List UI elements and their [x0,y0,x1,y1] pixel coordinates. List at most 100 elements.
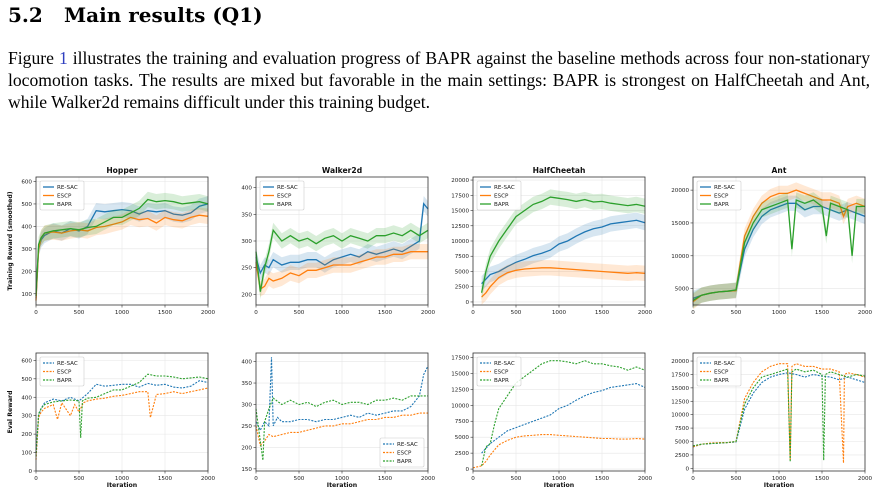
x-tick-label: 500 [294,310,305,316]
x-axis-label: Iteration [764,482,794,489]
y-tick-label: 15000 [671,386,689,392]
legend-box [476,356,522,387]
y-tick-label: 17500 [671,372,689,378]
x-tick-label: 1000 [772,310,787,316]
legend: RE-SAC ESCP BAPR [39,180,85,211]
y-tick-label: 2500 [675,453,690,459]
legend-label: BAPR [397,459,412,465]
x-tick-label: 1500 [158,476,173,482]
series-line-re-sac [255,357,429,432]
series-line-escp [255,412,428,447]
y-tick-label: 5000 [675,440,690,446]
x-tick-label: 2000 [858,310,873,316]
series-line-bapr [692,199,865,301]
y-tick-label: 500 [21,377,32,383]
series-line-escp [255,251,428,291]
subplot-walker2d: 0 500 1000 1500 2000 200 250 300 350 400 Walker2d R… [241,166,435,316]
y-tick-label: 10000 [671,254,689,260]
legend-label: ESCP [397,451,412,457]
paragraph-text-before-ref: Figure [8,48,59,68]
series-line-re-sac [481,383,646,454]
series-band-escp [36,207,208,309]
subplot-title: Hopper [106,166,138,175]
x-tick-label: 2000 [421,476,436,482]
legend-label: ESCP [494,194,509,200]
y-tick-label: 10000 [451,239,469,245]
x-tick-label: 1500 [378,310,393,316]
y-tick-label: 10000 [451,403,469,409]
legend-label: ESCP [57,370,72,376]
legend-label: RE-SAC [494,361,515,367]
x-tick-label: 500 [731,310,742,316]
y-tick-label: 0 [685,466,689,472]
x-tick-label: 0 [691,310,695,316]
legend-label: RE-SAC [714,185,735,191]
legend-box [696,180,742,211]
legend-label: BAPR [57,202,72,208]
subplot-eval-4: 0 500 1000 1500 2000025005000750010000125001… [671,352,873,489]
series-line-escp [35,387,209,460]
x-tick-label: 500 [74,310,85,316]
legend-box [696,356,742,387]
y-tick-label: 400 [241,360,252,366]
legend: RE-SAC ESCP BAPR [476,180,522,211]
y-tick-label: 0 [28,469,32,475]
x-tick-label: 500 [74,476,85,482]
x-tick-label: 1500 [815,310,830,316]
series-band-re-sac [481,212,645,292]
subplot-ant: 0 500 1000 1500 2000 5000 10000 15000 20000 Ant RE… [671,166,872,316]
x-tick-label: 1500 [158,310,173,316]
legend-label: ESCP [57,194,72,200]
legend-label: RE-SAC [57,361,78,367]
series-line-bapr [255,395,428,461]
y-tick-label: 12500 [671,399,689,405]
y-tick-label: 350 [241,381,252,387]
x-tick-label: 0 [34,476,38,482]
legend: RE-SAC ESCP BAPR [39,356,85,387]
x-tick-label: 1500 [595,310,610,316]
legend: RE-SAC ESCP BAPR [379,437,425,468]
x-tick-label: 1000 [772,476,787,482]
x-tick-label: 1500 [378,476,393,482]
y-tick-label: 0 [465,300,469,306]
y-tick-label: 5000 [675,287,690,293]
x-tick-label: 1000 [552,310,567,316]
x-tick-label: 1500 [815,476,830,482]
x-axis-label: Iteration [544,482,574,489]
y-tick-label: 300 [241,239,252,245]
legend-label: ESCP [714,194,729,200]
legend-label: BAPR [714,202,729,208]
series-band-re-sac [36,196,208,306]
section-title: Main results (Q1) [64,3,263,27]
y-tick-label: 250 [241,424,252,430]
y-tick-label: 5000 [455,269,470,275]
legend-label: BAPR [277,202,292,208]
figure-reference-link[interactable]: 1 [58,48,68,68]
y-tick-label: 100 [21,292,32,298]
x-tick-label: 2000 [858,476,873,482]
x-tick-label: 1000 [115,310,130,316]
series-band-bapr [481,189,645,301]
x-axis-label: Iteration [107,482,137,489]
y-tick-label: 12500 [451,224,469,230]
x-tick-label: 0 [471,310,475,316]
y-tick-label: 400 [21,224,32,230]
x-tick-label: 1000 [335,310,350,316]
y-tick-label: 2500 [455,285,470,291]
legend-label: RE-SAC [57,185,78,191]
x-tick-label: 2000 [638,476,653,482]
legend: RE-SAC ESCP BAPR [696,180,742,211]
x-tick-label: 1000 [552,476,567,482]
series-line-re-sac [35,380,209,453]
y-tick-label: 300 [21,247,32,253]
y-tick-label: 350 [241,212,252,218]
x-tick-label: 1000 [335,476,350,482]
x-tick-label: 500 [511,310,522,316]
section-heading: 5.2 Main results (Q1) [8,3,263,27]
x-tick-label: 0 [34,310,38,316]
x-tick-label: 1000 [115,476,130,482]
legend-label: ESCP [494,370,509,376]
y-tick-label: 20000 [451,178,469,184]
legend-label: BAPR [714,378,729,384]
